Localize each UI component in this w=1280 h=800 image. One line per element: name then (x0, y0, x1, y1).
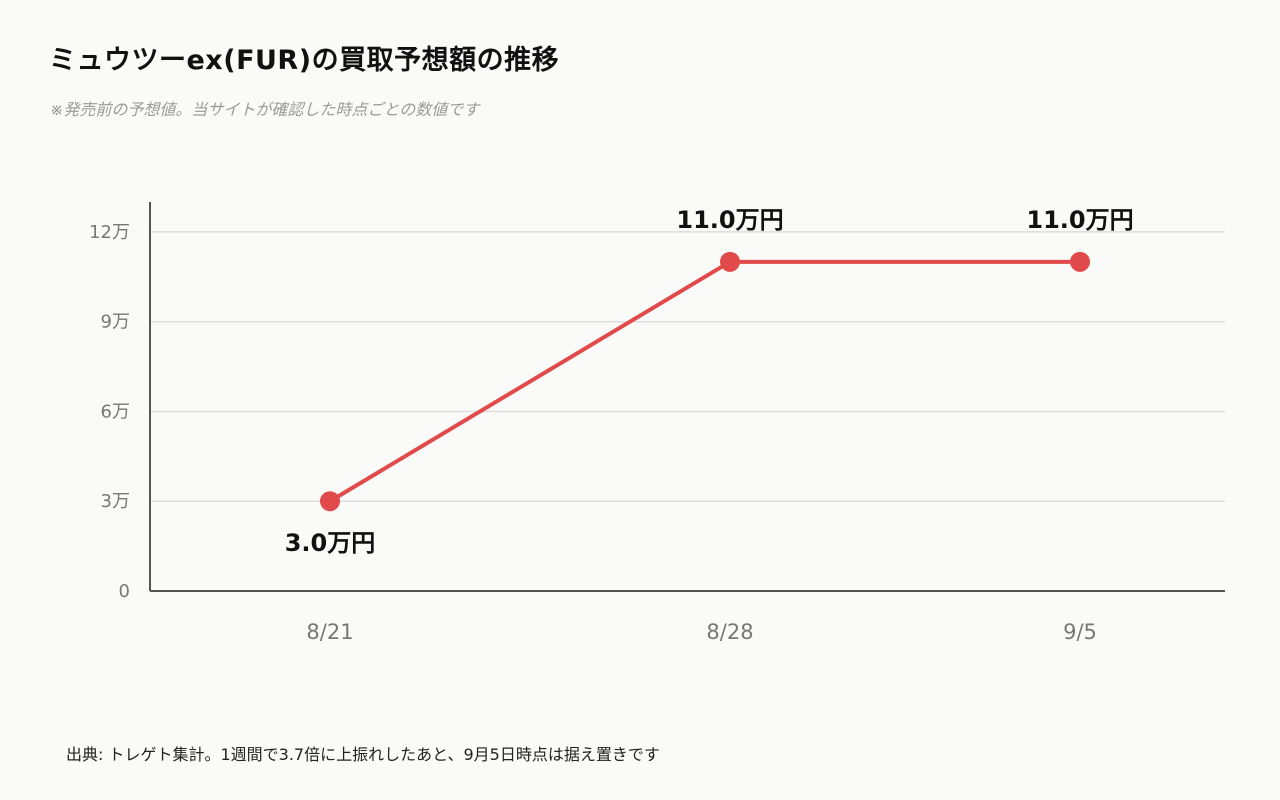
x-tick-label: 8/21 (306, 620, 353, 644)
y-tick-label: 9万 (101, 312, 130, 333)
series-line (328, 259, 1080, 503)
data-label: 11.0万円 (1026, 206, 1133, 234)
y-tick-label: 0 (119, 581, 130, 602)
series-price (320, 251, 1090, 512)
x-tick-label: 8/28 (706, 620, 753, 644)
source-note: 出典: トレゲト集計。1週間で3.7倍に上振れしたあと、9月5日時点は据え置きで… (66, 745, 660, 764)
x-tick-label: 9/5 (1063, 620, 1097, 644)
data-point (720, 251, 740, 272)
y-axis-ticks: 0 3万 6万 9万 12万 (89, 222, 130, 602)
data-label: 11.0万円 (676, 206, 783, 234)
y-tick-label: 12万 (89, 222, 130, 243)
axes (149, 202, 1225, 592)
x-axis-ticks: 8/21 8/28 9/5 (306, 620, 1096, 644)
data-label: 3.0万円 (285, 529, 376, 557)
y-tick-label: 3万 (101, 491, 130, 512)
y-tick-label: 6万 (101, 401, 130, 422)
chart-subtitle: ※発売前の予想値。当サイトが確認した時点ごとの数値です (50, 100, 480, 119)
data-point (1070, 251, 1090, 272)
chart-title: ミュウツーex(FUR)の買取予想額の推移 (49, 45, 560, 76)
data-point (320, 491, 340, 512)
data-labels: 3.0万円 11.0万円 11.0万円 (285, 206, 1134, 557)
gridlines (150, 231, 1225, 502)
